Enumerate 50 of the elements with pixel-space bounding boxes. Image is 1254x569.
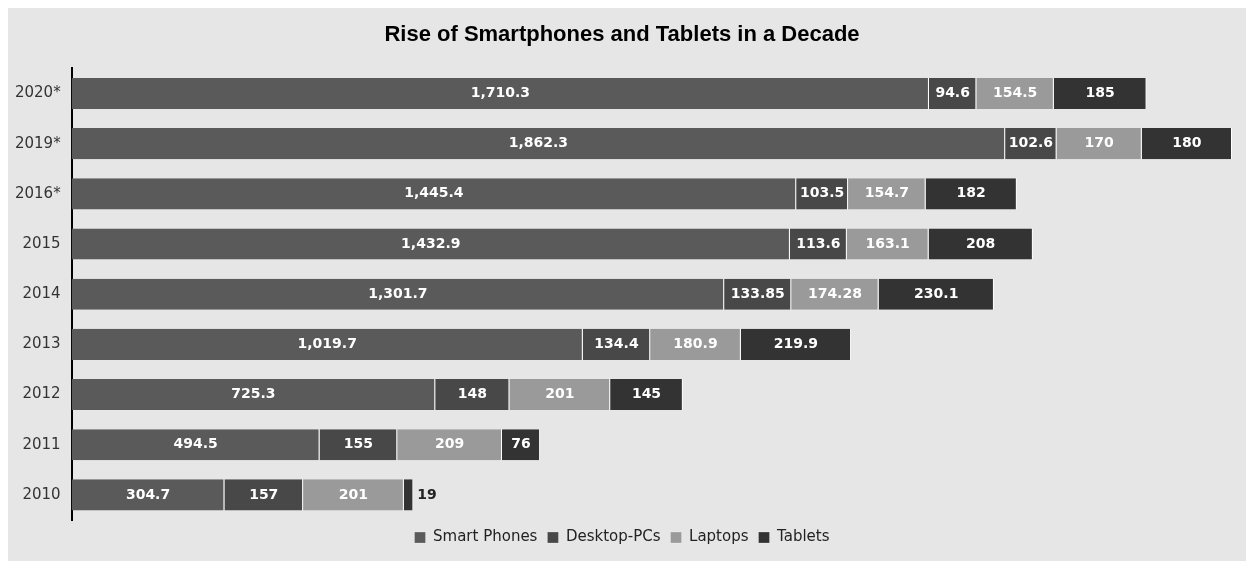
data-label: 201: [338, 485, 369, 502]
data-label: 725.3: [231, 385, 276, 402]
data-label: 1,432.9: [401, 234, 461, 251]
data-label: 133.85: [730, 284, 785, 301]
data-label: 163.1: [865, 234, 910, 251]
y-tick-label: 2016*: [14, 183, 62, 202]
data-label: 148: [457, 385, 487, 402]
data-label: 209: [434, 435, 465, 452]
data-label: 170: [1084, 134, 1115, 151]
data-label: 1,445.4: [404, 184, 464, 201]
y-tick-label: 2010: [22, 484, 61, 503]
data-label: 1,019.7: [297, 335, 357, 352]
data-label: 113.6: [796, 234, 841, 251]
data-label: 94.6: [935, 84, 970, 101]
data-label: 134.4: [594, 335, 639, 352]
data-label: 102.6: [1008, 134, 1053, 151]
y-tick-label: 2015: [22, 233, 61, 252]
data-label: 154.5: [992, 84, 1038, 101]
y-tick-label: 2014: [22, 284, 61, 303]
legend-label: Tablets: [776, 527, 830, 546]
data-label: 155: [343, 435, 373, 452]
data-label: 304.7: [125, 485, 171, 502]
data-label: 180.9: [673, 335, 718, 352]
data-label: 208: [966, 234, 996, 251]
data-label: 157: [249, 485, 279, 502]
data-label: 76: [511, 435, 531, 452]
data-label: 182: [956, 184, 986, 201]
data-label: 19: [417, 485, 437, 502]
data-label: 1,710.3: [470, 84, 530, 101]
data-label: 1,301.7: [368, 284, 428, 301]
data-label: 180: [1172, 134, 1202, 151]
legend-label: Desktop-PCs: [565, 527, 661, 546]
data-label: 219.9: [773, 335, 819, 352]
data-label: 103.5: [799, 184, 845, 201]
y-tick-label: 2019*: [14, 133, 62, 152]
legend-label: Smart Phones: [433, 527, 538, 546]
data-label: 145: [631, 385, 662, 402]
data-label: 494.5: [173, 435, 218, 452]
y-tick-label: 2012: [22, 384, 61, 403]
data-label: 174.28: [807, 284, 862, 301]
chart-title: Rise of Smartphones and Tablets in a Decade: [384, 21, 860, 47]
legend-label: Laptops: [689, 527, 749, 546]
data-label: 154.7: [864, 184, 909, 201]
data-label: 185: [1085, 84, 1115, 101]
y-tick-label: 2013: [22, 334, 61, 353]
data-label: 201: [545, 385, 575, 402]
y-tick-label: 2011: [22, 434, 61, 453]
y-tick-label: 2020*: [14, 83, 62, 102]
data-label: 230.1: [914, 284, 959, 301]
data-label: 1,862.3: [508, 134, 569, 151]
